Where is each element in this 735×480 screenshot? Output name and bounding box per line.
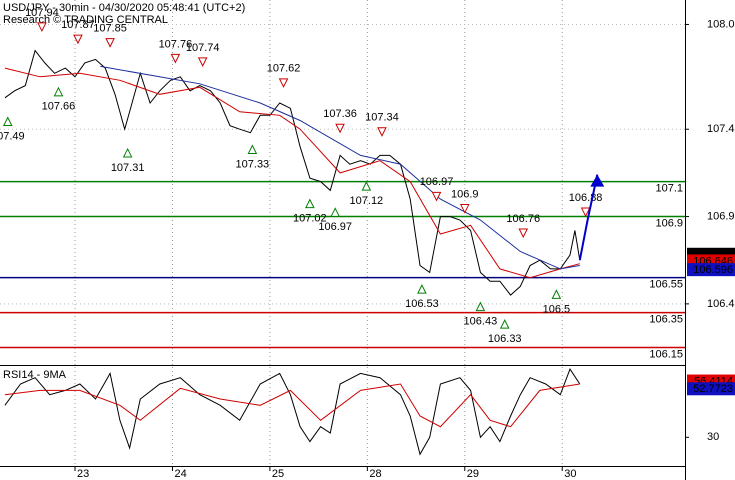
high-marker xyxy=(518,228,529,239)
x-tick-label: 30 xyxy=(564,468,576,480)
price-tag xyxy=(687,382,735,396)
high-marker xyxy=(73,34,83,45)
high-marker xyxy=(197,57,208,67)
series-line xyxy=(4,67,580,279)
high-label: 107.36 xyxy=(323,108,357,120)
level-label: 106.55 xyxy=(649,279,683,291)
high-label: 107.87 xyxy=(61,19,95,31)
price-tag xyxy=(687,263,735,277)
arrow-head xyxy=(590,174,605,187)
level-label: 107.1 xyxy=(655,183,683,195)
high-marker xyxy=(377,127,387,137)
low-marker xyxy=(499,318,510,329)
low-label: 106.33 xyxy=(488,333,522,345)
low-marker xyxy=(247,144,258,154)
forecast-arrow xyxy=(578,174,599,261)
series-line xyxy=(4,368,581,456)
low-marker xyxy=(53,86,64,97)
low-label: 107.02 xyxy=(293,213,327,225)
low-label: 106.5 xyxy=(543,303,571,315)
high-label: 107.94 xyxy=(25,7,59,19)
low-marker xyxy=(475,301,486,312)
level-label: 106.35 xyxy=(649,314,683,326)
high-label: 106.76 xyxy=(506,213,540,225)
price-tag-label: 106.596 xyxy=(693,264,733,276)
low-label: 107.31 xyxy=(111,162,145,174)
low-label: 107.12 xyxy=(350,195,384,207)
high-marker xyxy=(170,53,181,64)
rsi-title: RSI14 - 9MA xyxy=(3,369,67,381)
level-label: 106.15 xyxy=(649,348,683,360)
y-tick-label: 106.9 xyxy=(707,210,735,222)
low-marker xyxy=(2,116,13,127)
low-label: 107.33 xyxy=(236,158,270,170)
high-label: 107.76 xyxy=(159,38,193,50)
high-label: 107.34 xyxy=(365,112,399,124)
high-marker xyxy=(335,123,345,134)
chart-title: USD/JPY - 30min - 04/30/2020 05:48:41 (U… xyxy=(3,2,245,14)
x-tick-label: 24 xyxy=(174,468,186,480)
series-line xyxy=(100,65,580,270)
low-label: 106.43 xyxy=(464,316,498,328)
low-label: 107.66 xyxy=(42,101,76,113)
high-label: 107.85 xyxy=(93,23,127,35)
price-tag-label: 52.7723 xyxy=(693,383,733,395)
low-label: 106.97 xyxy=(318,221,352,233)
high-marker xyxy=(431,191,442,202)
low-marker xyxy=(551,289,562,299)
y-tick-label: 108.0 xyxy=(707,18,735,30)
high-label: 107.62 xyxy=(267,63,301,75)
x-tick-label: 29 xyxy=(467,468,479,480)
high-marker xyxy=(580,207,591,218)
y-tick-label: 106.4 xyxy=(707,298,735,310)
high-marker xyxy=(459,204,470,214)
low-marker xyxy=(330,207,341,217)
low-marker xyxy=(305,198,315,209)
y-tick-label: 107.4 xyxy=(707,123,735,135)
series-line xyxy=(4,383,580,428)
low-label: 107.49 xyxy=(0,130,25,142)
y-tick-label: 30 xyxy=(707,431,719,443)
x-tick-label: 28 xyxy=(369,468,381,480)
high-marker xyxy=(37,22,47,33)
low-marker xyxy=(361,181,372,191)
x-tick-label: 23 xyxy=(77,468,89,480)
x-tick-label: 25 xyxy=(272,468,284,480)
low-label: 106.53 xyxy=(405,298,439,310)
high-label: 107.74 xyxy=(186,42,220,54)
high-label: 106.97 xyxy=(420,176,454,188)
high-marker xyxy=(278,78,289,88)
level-label: 106.9 xyxy=(655,217,683,229)
high-label: 106.88 xyxy=(569,192,603,204)
high-marker xyxy=(105,38,115,48)
low-marker xyxy=(417,284,427,294)
low-marker xyxy=(122,147,133,158)
high-label: 106.9 xyxy=(451,188,479,200)
